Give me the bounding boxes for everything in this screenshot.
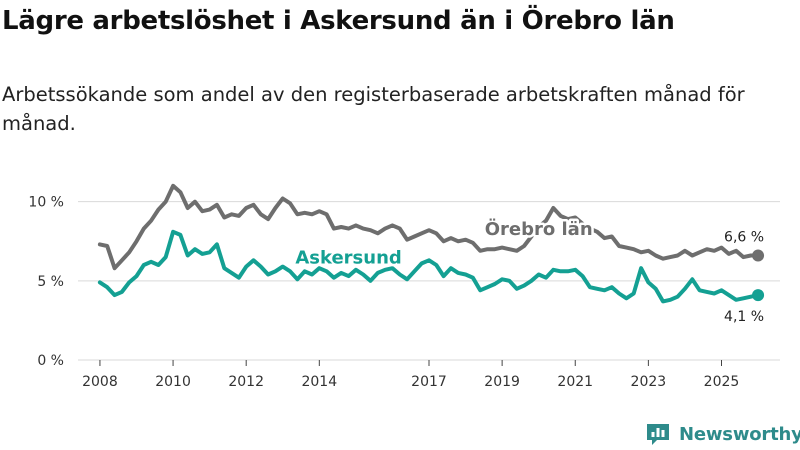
x-tick-label: 2025 — [704, 374, 740, 390]
y-tick-label: 5 % — [37, 274, 64, 290]
series-end-marker-askersund — [752, 289, 765, 302]
series-line--rebro-l-n — [97, 183, 761, 271]
y-tick-label: 0 % — [37, 353, 64, 369]
series-label-askersund: Askersund — [295, 247, 401, 268]
x-tick-label: 2017 — [411, 374, 447, 390]
x-tick-label: 2008 — [82, 374, 118, 390]
chart-subtitle: Arbetssökande som andel av den registerb… — [2, 83, 745, 135]
brand-name: Newsworthy — [679, 423, 800, 445]
series-end-label-askersund: 4,1 % — [724, 309, 764, 325]
series-end-label--rebro-l-n: 6,6 % — [724, 230, 764, 246]
brand-logo: Newsworthy — [645, 420, 800, 448]
series-line-askersund — [97, 229, 761, 304]
x-tick-label: 2010 — [155, 374, 191, 390]
series-label--rebro-l-n: Örebro län — [485, 218, 593, 240]
bar-chart-logo-icon — [647, 424, 669, 445]
x-tick-label: 2019 — [484, 374, 520, 390]
y-tick-label: 10 % — [28, 195, 64, 211]
x-tick-label: 2021 — [557, 374, 593, 390]
x-tick-label: 2014 — [301, 374, 337, 390]
chart-title: Lägre arbetslöshet i Askersund än i Öreb… — [2, 6, 675, 36]
x-tick-label: 2023 — [631, 374, 667, 390]
series-end-marker--rebro-l-n — [752, 249, 765, 262]
x-tick-label: 2012 — [228, 374, 264, 390]
